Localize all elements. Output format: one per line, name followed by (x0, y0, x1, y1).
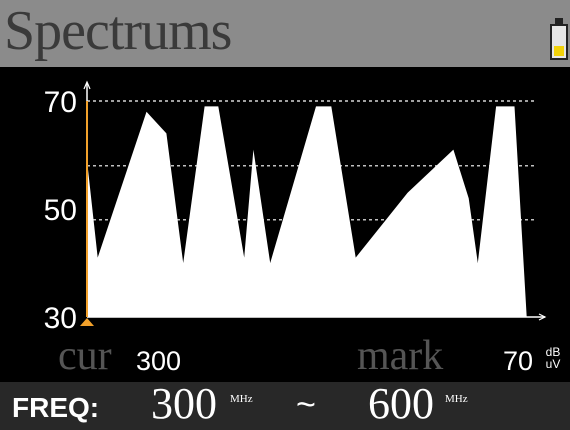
freq-end-value: 600 (368, 379, 434, 428)
spectrum-chart: 70 50 30 (44, 80, 547, 335)
freq-end-unit: MHz (445, 393, 468, 405)
marker-unit-db: dB (545, 345, 561, 359)
y-tick-label-30: 30 (44, 302, 77, 335)
cursor-marker-icon (80, 318, 94, 326)
battery-cap (555, 18, 563, 24)
page-title: Spectrums (4, 0, 232, 62)
marker-label: mark (357, 333, 444, 379)
header-bar: Spectrums (0, 0, 570, 67)
cursor-value: 300 (136, 346, 182, 376)
freq-start-unit: MHz (230, 393, 253, 405)
x-axis-arrow-icon (538, 313, 547, 321)
marker-unit: dB uV (541, 346, 565, 370)
cursor-label: cur (58, 333, 112, 379)
battery-level (554, 46, 564, 56)
y-axis-arrow-icon (83, 80, 91, 90)
spectrum-area (87, 106, 538, 318)
freq-range-separator: ~ (296, 386, 316, 424)
freq-start-value: 300 (151, 379, 217, 428)
frequency-bar: FREQ: 300 MHz ~ 600 MHz (0, 379, 570, 430)
battery-body (550, 24, 568, 60)
marker-unit-uv: uV (545, 357, 561, 371)
marker-value: 70 (503, 346, 534, 376)
battery-icon (548, 18, 570, 62)
y-tick-label-70: 70 (44, 86, 77, 119)
freq-label: FREQ: (12, 392, 100, 423)
y-tick-label-50: 50 (44, 194, 77, 227)
status-row: cur 300 mark 70 dB uV (0, 333, 570, 382)
